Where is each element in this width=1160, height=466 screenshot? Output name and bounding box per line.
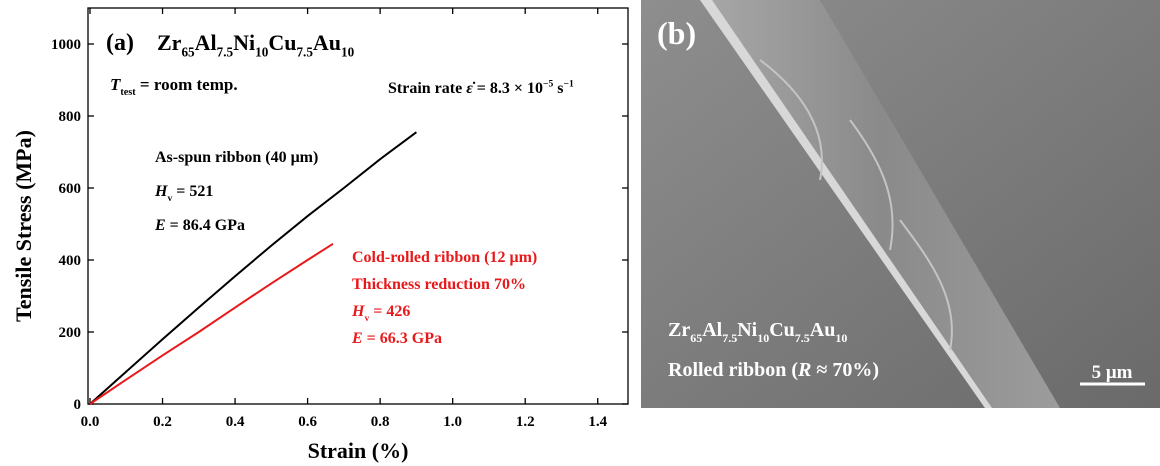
text-run: = 8.3 × 10 [473,80,543,97]
y-axis-label: Tensile Stress (MPa) [11,130,36,322]
text-run: Cu [268,30,296,55]
x-tick-label: 0.4 [226,414,245,430]
text-run: 65 [181,45,195,60]
text-run: −5 [543,79,553,90]
series-note: E = 66.3 GPa [351,330,442,347]
series-line [90,244,333,404]
text-run: Al [195,30,217,55]
figure: 0.0 0.2 0.4 0.6 0.8 1.0 1.2 1.4 0 200 400 600 800 100… [0,0,1160,466]
scale-bar-label: 5 μm [1092,362,1133,383]
text-run: s [553,80,563,97]
y-tick-label: 600 [59,181,82,197]
text-run: Strain rate [388,80,466,97]
series-name: As-spun ribbon (40 μm) [155,149,318,166]
series-note: Hv = 521 [154,183,213,204]
text-run: test [120,87,136,98]
text-run: Ni [737,319,757,341]
text-run: ≈ 70%) [811,359,879,381]
text-run: 7.5 [722,331,737,345]
image-caption: Rolled ribbon (R ≈ 70%) [668,359,879,381]
text-run: −1 [564,79,574,90]
text-run: Au [810,319,836,341]
text-run: H [351,303,365,320]
series-note: E = 86.4 GPa [154,217,245,234]
text-run: Zr [668,319,690,341]
text-run: 7.5 [296,45,313,60]
panel-label: (a) [106,30,134,56]
y-tick-label: 400 [59,253,82,269]
text-run: Ni [233,30,255,55]
x-axis-label: Strain (%) [308,438,409,463]
series-name: Cold-rolled ribbon (12 μm) [352,249,537,266]
y-tick-label: 0 [74,397,82,413]
x-tick-label: 0.0 [81,414,100,430]
panel-label: (b) [657,15,696,51]
temperature: Ttest = room temp. [110,75,238,98]
text-run: H [154,183,168,200]
strain-rate: Strain rate ε̇ = 8.3 × 10−5 s−1 [388,79,574,97]
text-run: Zr [157,30,182,55]
y-tick-label: 800 [59,109,82,125]
text-run: 65 [690,331,702,345]
text-run: = 66.3 GPa [363,330,442,347]
series-note: Hv = 426 [351,303,410,324]
x-tick-label: 1.2 [516,414,535,430]
text-run: 10 [835,331,847,345]
text-run: 7.5 [795,331,810,345]
text-run: = 86.4 GPa [166,217,245,234]
text-run: Rolled ribbon ( [668,359,798,381]
text-run: = 521 [172,183,213,200]
text-run: = room temp. [136,75,238,94]
text-run: = 426 [369,303,410,320]
y-tick-label: 200 [59,325,82,341]
text-run: Cu [769,319,795,341]
text-run: E [154,217,166,234]
x-tick-label: 0.8 [371,414,390,430]
text-run: Thickness reduction 70% [352,276,526,293]
y-tick-label: 1000 [51,37,81,53]
x-tick-label: 0.6 [298,414,317,430]
text-run: E [351,330,363,347]
text-run: Al [702,319,722,341]
text-run: 10 [341,45,355,60]
text-run: 10 [255,45,269,60]
text-run: 7.5 [217,45,234,60]
x-tick-label: 1.4 [588,414,607,430]
text-run: R [797,359,811,381]
text-run: Au [313,30,341,55]
formula: Zr65Al7.5Ni10Cu7.5Au10 [157,30,355,60]
series-line [90,132,416,404]
x-tick-label: 0.2 [153,414,172,430]
text-run: T [110,75,121,94]
text-run: 10 [757,331,769,345]
x-tick-label: 1.0 [443,414,462,430]
series-note: Thickness reduction 70% [352,276,526,293]
sem-image [641,0,1160,408]
